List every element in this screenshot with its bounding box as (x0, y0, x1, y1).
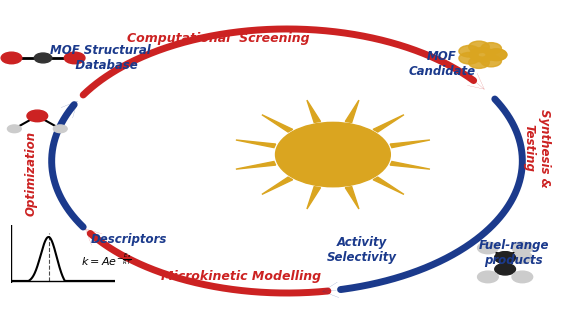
Circle shape (486, 49, 507, 61)
Circle shape (7, 125, 21, 133)
Circle shape (468, 57, 489, 68)
Circle shape (34, 53, 52, 63)
Circle shape (468, 41, 489, 53)
Circle shape (459, 52, 479, 64)
Circle shape (53, 125, 67, 133)
Text: Synthesis &
Testing: Synthesis & Testing (523, 109, 550, 187)
Polygon shape (390, 140, 430, 147)
Circle shape (1, 52, 22, 64)
Circle shape (276, 122, 390, 187)
Text: MOF Structural
   Database: MOF Structural Database (50, 44, 151, 72)
Text: Activity
Selectivity: Activity Selectivity (327, 236, 397, 263)
Polygon shape (307, 100, 320, 122)
Polygon shape (373, 177, 404, 194)
Polygon shape (236, 140, 276, 147)
Polygon shape (346, 100, 359, 122)
Polygon shape (236, 162, 276, 169)
Polygon shape (262, 115, 293, 132)
Circle shape (27, 110, 48, 122)
Circle shape (495, 263, 515, 275)
Text: Computational  Screening: Computational Screening (127, 32, 309, 45)
Text: Fuel-range
products: Fuel-range products (479, 239, 549, 267)
Text: MOF
Candidate: MOF Candidate (409, 51, 475, 78)
Circle shape (470, 48, 495, 62)
Circle shape (512, 252, 533, 263)
Text: $k = Ae^{-\frac{E_a}{RT}}$: $k = Ae^{-\frac{E_a}{RT}}$ (81, 251, 131, 268)
Circle shape (512, 242, 533, 254)
Circle shape (481, 43, 502, 54)
Polygon shape (262, 177, 293, 194)
Text: Descriptors: Descriptors (91, 233, 168, 246)
Circle shape (481, 55, 502, 67)
Circle shape (486, 49, 507, 61)
Circle shape (478, 242, 498, 254)
Polygon shape (373, 115, 404, 132)
Circle shape (478, 271, 498, 283)
Text: Optimization: Optimization (25, 131, 38, 216)
Circle shape (495, 252, 515, 263)
Polygon shape (390, 162, 430, 169)
Circle shape (512, 271, 533, 283)
Polygon shape (346, 187, 359, 209)
Circle shape (495, 252, 515, 263)
Circle shape (459, 45, 479, 57)
Text: Microkinetic Modelling: Microkinetic Modelling (161, 270, 321, 283)
Circle shape (64, 52, 85, 64)
Polygon shape (307, 187, 320, 209)
